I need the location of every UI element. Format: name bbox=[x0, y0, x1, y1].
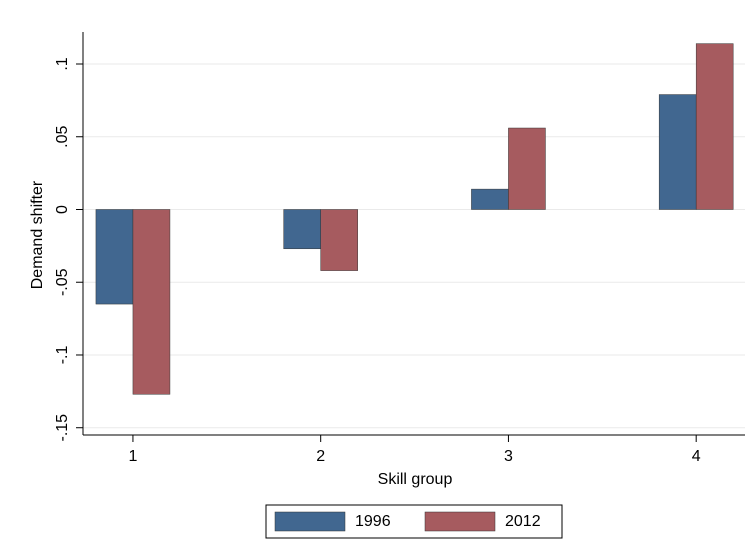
bar bbox=[95, 209, 134, 305]
x-tick-label: 2 bbox=[316, 448, 325, 465]
legend-swatch bbox=[274, 511, 346, 532]
legend-swatch bbox=[424, 511, 496, 532]
x-tick-label: 1 bbox=[128, 448, 137, 465]
y-tick-label: -.05 bbox=[54, 268, 71, 296]
x-axis-label: Skill group bbox=[378, 471, 453, 488]
y-tick-label: .05 bbox=[54, 126, 71, 148]
bar bbox=[695, 43, 734, 210]
y-tick-label: -.15 bbox=[54, 414, 71, 442]
bar bbox=[320, 209, 358, 271]
y-tick-label: 0 bbox=[54, 205, 71, 214]
y-tick-label: .1 bbox=[54, 57, 71, 70]
bar bbox=[508, 127, 546, 210]
y-axis-label: Demand shifter bbox=[29, 180, 46, 289]
bar bbox=[471, 188, 509, 210]
x-tick-label: 4 bbox=[692, 448, 701, 465]
bar bbox=[132, 209, 171, 395]
bar bbox=[658, 94, 697, 210]
x-tick-label: 3 bbox=[504, 448, 513, 465]
legend-label: 1996 bbox=[355, 513, 391, 530]
bar bbox=[283, 209, 321, 250]
y-tick-label: -.1 bbox=[54, 346, 71, 365]
legend-label: 2012 bbox=[505, 513, 541, 530]
